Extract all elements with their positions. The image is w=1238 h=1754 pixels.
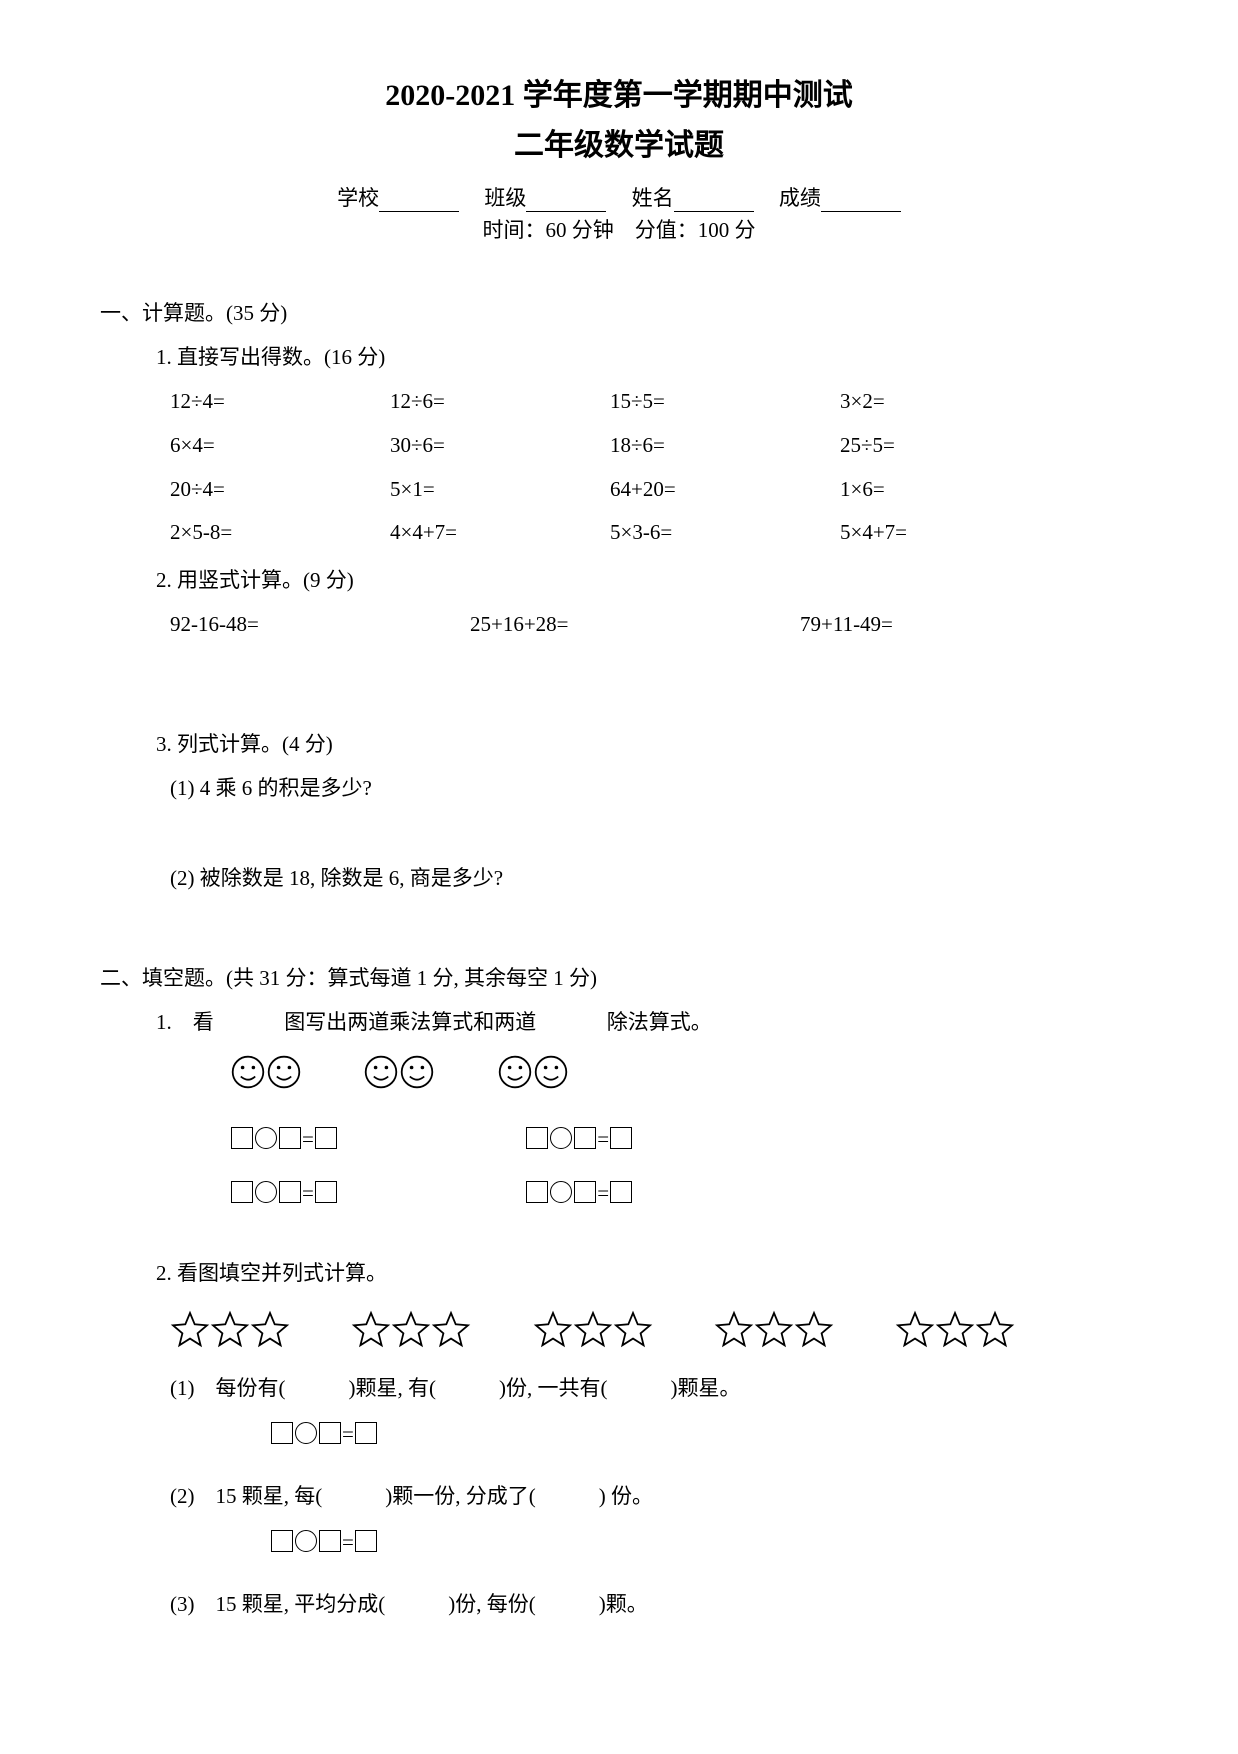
star-group — [170, 1308, 290, 1349]
smile-group — [230, 1051, 302, 1091]
smile-icon — [533, 1054, 569, 1090]
class-blank[interactable] — [526, 190, 606, 212]
page-title: 2020-2021 学年度第一学期期中测试 — [100, 70, 1138, 114]
equation-blank: = — [230, 1120, 520, 1160]
smile-row — [230, 1051, 1138, 1091]
star-icon — [573, 1309, 613, 1349]
calc-cell: 3×2= — [840, 382, 1040, 422]
star-icon — [351, 1309, 391, 1349]
fill-q-1: (1) 每份有( )颗星, 有( )份, 一共有( )颗星。 — [170, 1369, 1138, 1409]
equation-row: = = — [230, 1174, 1138, 1228]
question-1-3-1: (1) 4 乘 6 的积是多少? — [170, 769, 1138, 809]
fill-q-3: (3) 15 颗星, 平均分成( )份, 每份( )颗。 — [170, 1585, 1138, 1625]
score-label: 成绩 — [779, 186, 821, 210]
star-group — [533, 1308, 653, 1349]
calc-cell: 5×3-6= — [610, 513, 840, 553]
section-2-head: 二、填空题。(共 31 分：算式每道 1 分, 其余每空 1 分) — [100, 959, 1138, 999]
star-icon — [533, 1309, 573, 1349]
star-icon — [714, 1309, 754, 1349]
section-1: 一、计算题。(35 分) 1. 直接写出得数。(16 分) 12÷4= 12÷6… — [100, 294, 1138, 899]
star-group — [351, 1308, 471, 1349]
school-blank[interactable] — [379, 190, 459, 212]
star-group — [714, 1308, 834, 1349]
sub-1-3-title: 3. 列式计算。(4 分) — [156, 725, 1138, 765]
smile-icon — [266, 1054, 302, 1090]
sub-2-2-title: 2. 看图填空并列式计算。 — [156, 1254, 1138, 1294]
calc-cell: 5×1= — [390, 470, 610, 510]
smile-icon — [399, 1054, 435, 1090]
class-label: 班级 — [484, 186, 526, 210]
calc-cell: 4×4+7= — [390, 513, 610, 553]
sub-1-2-title: 2. 用竖式计算。(9 分) — [156, 561, 1138, 601]
calc-cell: 12÷6= — [390, 382, 610, 422]
calc-cell: 30÷6= — [390, 426, 610, 466]
star-icon — [975, 1309, 1015, 1349]
fill-q-2: (2) 15 颗星, 每( )颗一份, 分成了( ) 份。 — [170, 1477, 1138, 1517]
equation-blank: = — [230, 1174, 520, 1214]
page-subtitle: 二年级数学试题 — [100, 120, 1138, 164]
smile-group — [497, 1051, 569, 1091]
calc-cell: 25÷5= — [840, 426, 1040, 466]
star-icon — [431, 1309, 471, 1349]
section-1-head: 一、计算题。(35 分) — [100, 294, 1138, 334]
star-icon — [391, 1309, 431, 1349]
star-icon — [250, 1309, 290, 1349]
star-icon — [794, 1309, 834, 1349]
smile-icon — [497, 1054, 533, 1090]
q1-mid: 图写出两道乘法算式和两道 — [284, 1010, 536, 1034]
q1-suffix: 除法算式。 — [607, 1010, 712, 1034]
sub-2-1: 1. 看 图写出两道乘法算式和两道 除法算式。 — [156, 1003, 1138, 1043]
calc-grid: 12÷4= 12÷6= 15÷5= 3×2= 6×4= 30÷6= 18÷6= … — [170, 382, 1138, 554]
calc-cell: 15÷5= — [610, 382, 840, 422]
star-icon — [613, 1309, 653, 1349]
school-label: 学校 — [337, 186, 379, 210]
calc-cell: 18÷6= — [610, 426, 840, 466]
calc-cell: 64+20= — [610, 470, 840, 510]
equation-blank: = — [270, 1415, 1138, 1455]
school-field: 学校 — [337, 182, 459, 212]
calc-cell: 1×6= — [840, 470, 1040, 510]
calc-cell: 6×4= — [170, 426, 390, 466]
vertical-grid: 92-16-48= 25+16+28= 79+11-49= — [170, 605, 1138, 645]
star-icon — [210, 1309, 250, 1349]
score-blank[interactable] — [821, 190, 901, 212]
calc-cell: 2×5-8= — [170, 513, 390, 553]
calc-cell: 5×4+7= — [840, 513, 1040, 553]
star-icon — [170, 1309, 210, 1349]
info-row: 学校 班级 姓名 成绩 — [100, 182, 1138, 212]
name-blank[interactable] — [674, 190, 754, 212]
vertical-cell: 79+11-49= — [800, 605, 1000, 645]
name-label: 姓名 — [632, 186, 674, 210]
calc-cell: 20÷4= — [170, 470, 390, 510]
exam-page: 2020-2021 学年度第一学期期中测试 二年级数学试题 学校 班级 姓名 成… — [0, 0, 1238, 1754]
score-field: 成绩 — [779, 182, 901, 212]
question-1-3-2: (2) 被除数是 18, 除数是 6, 商是多少? — [170, 859, 1138, 899]
sub-1-1-title: 1. 直接写出得数。(16 分) — [156, 338, 1138, 378]
timing-text: 时间：60 分钟 分值：100 分 — [100, 214, 1138, 244]
smile-icon — [230, 1054, 266, 1090]
equation-blank: = — [270, 1523, 1138, 1563]
star-icon — [754, 1309, 794, 1349]
star-group — [895, 1308, 1015, 1349]
name-field: 姓名 — [632, 182, 754, 212]
vertical-cell: 92-16-48= — [170, 605, 470, 645]
q1-prefix: 1. 看 — [156, 1010, 214, 1034]
equation-blank: = — [525, 1174, 815, 1214]
calc-cell: 12÷4= — [170, 382, 390, 422]
vertical-cell: 25+16+28= — [470, 605, 800, 645]
smile-group — [363, 1051, 435, 1091]
section-2: 二、填空题。(共 31 分：算式每道 1 分, 其余每空 1 分) 1. 看 图… — [100, 959, 1138, 1625]
class-field: 班级 — [484, 182, 606, 212]
smile-icon — [363, 1054, 399, 1090]
star-icon — [935, 1309, 975, 1349]
star-row — [170, 1308, 1138, 1349]
equation-row: = = — [230, 1120, 1138, 1174]
equation-blank: = — [525, 1120, 815, 1160]
star-icon — [895, 1309, 935, 1349]
